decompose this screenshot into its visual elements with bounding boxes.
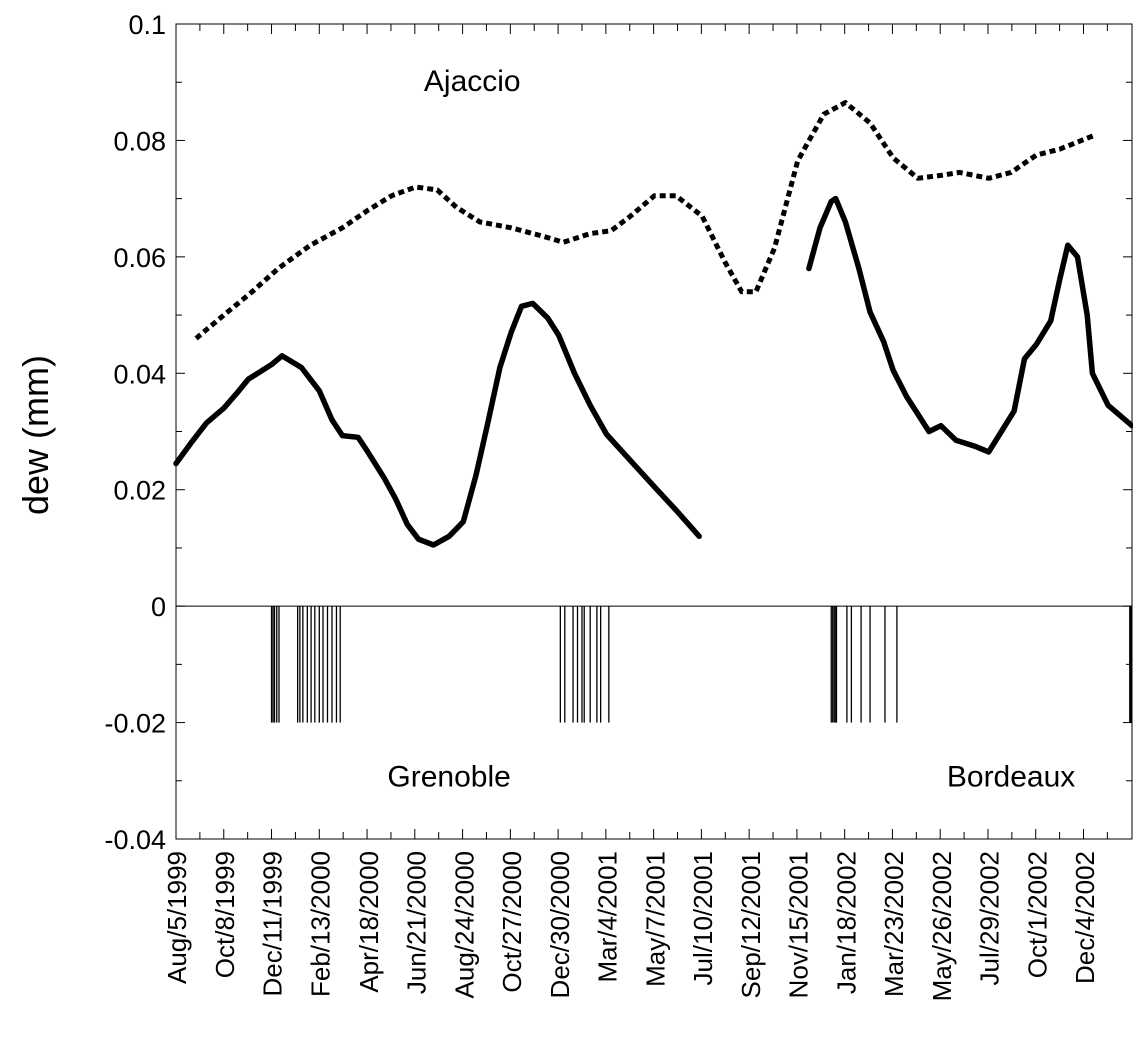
y-axis-label: dew (mm) bbox=[15, 355, 56, 515]
x-tick-label: Apr/18/2000 bbox=[354, 851, 384, 993]
y-tick-label: 0.06 bbox=[113, 243, 166, 273]
x-tick-label: May/7/2001 bbox=[640, 851, 670, 987]
annotation-label: Ajaccio bbox=[424, 65, 521, 98]
y-tick-label: 0.1 bbox=[128, 10, 166, 40]
x-tick-label: Sep/12/2001 bbox=[736, 851, 766, 998]
x-tick-label: Jul/29/2002 bbox=[975, 851, 1005, 985]
x-tick-label: Mar/23/2002 bbox=[879, 851, 909, 997]
annotation-label: Grenoble bbox=[387, 761, 510, 794]
y-tick-label: 0 bbox=[151, 592, 166, 622]
x-tick-label: Jun/21/2000 bbox=[402, 851, 432, 994]
axes: -0.04 -0.02 0 0.02 0.04 0.06 0.08 0.1 Aug/5/1999… bbox=[104, 10, 1133, 1001]
x-tick-label: Oct/1/2002 bbox=[1022, 851, 1052, 978]
y-tick-label: 0.08 bbox=[113, 126, 166, 156]
x-tick-label: Dec/11/1999 bbox=[258, 851, 288, 997]
event-markers bbox=[270, 606, 1132, 723]
x-tick-label: Oct/8/1999 bbox=[210, 851, 240, 978]
x-tick-label: Oct/27/2000 bbox=[497, 851, 527, 993]
x-tick-label: Dec/30/2000 bbox=[545, 851, 575, 998]
x-tick-label: May/26/2002 bbox=[927, 851, 957, 1001]
y-tick-label: 0.02 bbox=[113, 476, 166, 506]
x-tick-label: Jan/18/2002 bbox=[831, 851, 861, 994]
y-tick-label: -0.02 bbox=[104, 709, 166, 739]
x-tick-label: Nov/15/2001 bbox=[784, 851, 814, 998]
x-tick-label: Dec/4/2002 bbox=[1070, 851, 1100, 984]
series-group bbox=[173, 100, 1133, 548]
series-line-3 bbox=[806, 195, 1133, 455]
x-tick-label: Aug/5/1999 bbox=[162, 851, 192, 984]
annotation-label: Bordeaux bbox=[947, 761, 1075, 794]
x-tick-label: Feb/13/2000 bbox=[305, 851, 335, 997]
y-tick-label: 0.04 bbox=[113, 359, 166, 389]
series-line-1 bbox=[194, 100, 1098, 341]
x-tick-label: Mar/4/2001 bbox=[593, 851, 623, 983]
series-line-2 bbox=[173, 300, 702, 548]
y-tick-label: -0.04 bbox=[104, 825, 166, 855]
labels: Ajaccio Grenoble Bordeaux bbox=[387, 65, 1075, 794]
x-tick-label: Aug/24/2000 bbox=[449, 851, 479, 998]
x-tick-label: Jul/10/2001 bbox=[688, 851, 718, 985]
